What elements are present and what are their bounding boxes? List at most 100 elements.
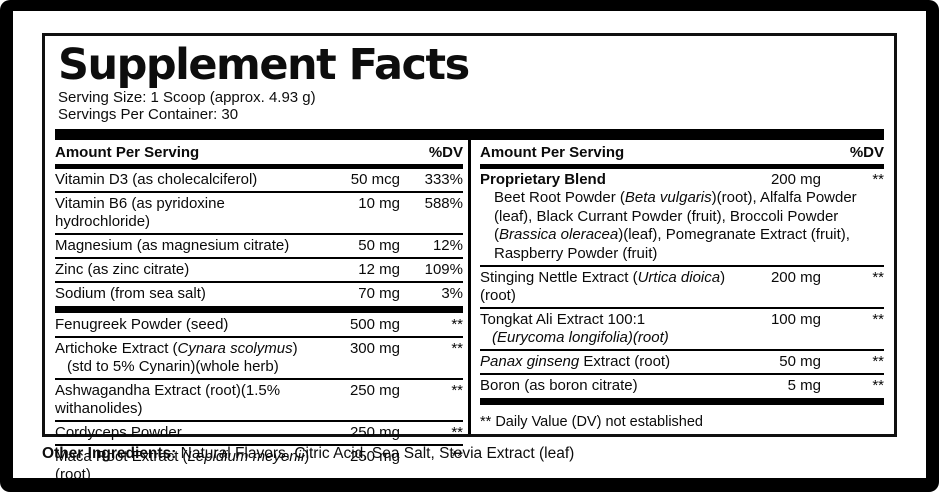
ingredient-dv: 3% (441, 285, 463, 302)
ingredient-row: Zinc (as zinc citrate) 12 mg 109% (55, 259, 463, 283)
ingredient-amount: 200 mg (770, 269, 821, 286)
ingredient-dv: ** (451, 424, 463, 441)
ingredient-amount: 50 mcg (350, 171, 400, 188)
supplement-facts-panel: Supplement Facts Serving Size: 1 Scoop (… (42, 33, 897, 483)
ingredient-amount: 100 mg (770, 311, 821, 328)
text-segment: Boron (as boron citrate) (480, 377, 638, 394)
ingredient-row: Tongkat Ali Extract 100:1 100 mg ** (Euryco… (480, 309, 884, 351)
text-segment: Cordyceps Powder (55, 424, 182, 441)
ingredient-row: Panax ginseng Extract (root) 50 mg ** (480, 351, 884, 375)
ingredient-name: Zinc (as zinc citrate) (55, 261, 328, 279)
ingredient-amount: 50 mg (779, 353, 821, 370)
blend-description: Beet Root Powder (Beta vulgaris)(root), … (480, 189, 884, 263)
ingredient-name: Artichoke Extract (Cynara scolymus) (55, 340, 328, 358)
ingredient-amount: 50 mg (358, 237, 400, 254)
text-segment: Beet Root Powder ( (494, 189, 625, 206)
ingredient-dv: 12% (432, 237, 463, 254)
ingredient-name: Stinging Nettle Extract (Urtica dioica)(… (480, 269, 749, 305)
ingredient-main-line: Stinging Nettle Extract (Urtica dioica)(… (480, 269, 884, 305)
ingredient-dv: 333% (424, 171, 463, 188)
ingredient-dv: ** (451, 448, 463, 465)
ingredient-amount: 70 mg (358, 285, 400, 302)
ingredient-dv: ** (451, 340, 463, 357)
ingredient-main-line: Sodium (from sea salt) 70 mg 3% (55, 285, 463, 303)
text-segment: Stinging Nettle Extract ( (480, 269, 638, 286)
ingredient-row: Fenugreek Powder (seed) 500 mg ** (55, 314, 463, 338)
ingredient-amount: 300 mg (349, 340, 400, 357)
facts-columns: Amount Per Serving %DV Vitamin D3 (as ch… (45, 140, 894, 483)
ingredient-dv: ** (872, 353, 884, 370)
left-column-header: Amount Per Serving %DV (55, 140, 463, 169)
ingredient-row: Sodium (from sea salt) 70 mg 3% (55, 283, 463, 305)
ingredient-main-line: Ashwagandha Extract (root)(1.5% withanol… (55, 382, 463, 418)
right-column: Amount Per Serving %DV Proprietary Blend… (480, 140, 884, 434)
text-segment: Magnesium (as magnesium citrate) (55, 237, 290, 254)
text-segment: Ashwagandha Extract (root)(1.5% withanol… (55, 382, 281, 417)
left-column: Amount Per Serving %DV Vitamin D3 (as ch… (55, 140, 463, 483)
header-divider-bar (55, 129, 884, 140)
ingredient-main-line: Vitamin D3 (as cholecalciferol) 50 mcg 333… (55, 171, 463, 189)
panel-title: Supplement Facts (58, 40, 470, 90)
ingredient-dv: ** (451, 382, 463, 399)
ingredient-main-line: Vitamin B6 (as pyridoxine hydrochloride)… (55, 195, 463, 231)
left-rows-container: Vitamin D3 (as cholecalciferol) 50 mcg 333… (55, 169, 463, 486)
ingredient-name: Sodium (from sea salt) (55, 285, 328, 303)
ingredient-name: Panax ginseng Extract (root) (480, 353, 749, 371)
text-segment: Zinc (as zinc citrate) (55, 261, 190, 278)
text-segment: Panax ginseng (480, 353, 580, 370)
ingredient-main-line: Proprietary Blend 200 mg ** (480, 171, 884, 189)
ingredient-main-line: Artichoke Extract (Cynara scolymus) 300 m… (55, 340, 463, 358)
text-segment: Cynara scolymus (177, 340, 293, 357)
text-segment: (std to 5% Cynarin)(whole herb) (67, 358, 279, 375)
ingredient-amount: 12 mg (358, 261, 400, 278)
percent-dv-header: %DV (849, 144, 884, 161)
ingredient-name: Tongkat Ali Extract 100:1 (480, 311, 749, 329)
column-divider (468, 140, 471, 434)
ingredient-row: Magnesium (as magnesium citrate) 50 mg 12% (55, 235, 463, 259)
ingredient-name: Cordyceps Powder (55, 424, 328, 442)
text-segment: Proprietary Blend (480, 171, 606, 188)
text-segment: Vitamin D3 (as cholecalciferol) (55, 171, 258, 188)
ingredient-row: Vitamin B6 (as pyridoxine hydrochloride)… (55, 193, 463, 235)
ingredient-dv: ** (451, 316, 463, 333)
ingredient-name: Fenugreek Powder (seed) (55, 316, 328, 334)
ingredient-name: Vitamin D3 (as cholecalciferol) (55, 171, 328, 189)
ingredient-row: Artichoke Extract (Cynara scolymus) 300 m… (55, 338, 463, 380)
ingredient-name-line2: (std to 5% Cynarin)(whole herb) (55, 358, 463, 376)
text-segment: (Eurycoma longifolia)(root) (492, 329, 669, 346)
ingredient-dv: ** (872, 269, 884, 286)
text-segment: )(root), Alfalfa Powder (leaf), Black Cu… (494, 189, 857, 243)
ingredient-dv: 588% (424, 195, 463, 212)
amount-per-serving-header: Amount Per Serving (480, 144, 625, 161)
section-divider-bar (480, 398, 884, 405)
ingredient-main-line: Cordyceps Powder 250 mg ** (55, 424, 463, 442)
section-divider-bar (55, 306, 463, 313)
text-segment: Urtica dioica (637, 269, 721, 286)
ingredient-name: Magnesium (as magnesium citrate) (55, 237, 328, 255)
ingredient-dv: ** (872, 171, 884, 188)
ingredient-main-line: Fenugreek Powder (seed) 500 mg ** (55, 316, 463, 334)
ingredient-row: Cordyceps Powder 250 mg ** (55, 422, 463, 446)
text-segment: Vitamin B6 (as pyridoxine hydrochloride) (55, 195, 225, 230)
ingredient-row: Proprietary Blend 200 mg ** Beet Root Powde… (480, 169, 884, 267)
text-segment: Brassica oleracea (499, 226, 619, 243)
text-segment: Sodium (from sea salt) (55, 285, 206, 302)
ingredient-row: Stinging Nettle Extract (Urtica dioica)(… (480, 267, 884, 309)
ingredient-amount: 500 mg (349, 316, 400, 333)
ingredient-amount: 200 mg (770, 171, 821, 188)
other-ingredients-label: Other Ingredients: (42, 445, 177, 462)
other-ingredients: Other Ingredients: Natural Flavors, Citr… (42, 445, 574, 463)
right-rows-container: Proprietary Blend 200 mg ** Beet Root Powde… (480, 169, 884, 405)
ingredient-amount: 10 mg (358, 195, 400, 212)
ingredient-main-line: Zinc (as zinc citrate) 12 mg 109% (55, 261, 463, 279)
ingredient-row: Ashwagandha Extract (root)(1.5% withanol… (55, 380, 463, 422)
ingredient-dv: ** (872, 311, 884, 328)
ingredient-amount: 250 mg (349, 424, 400, 441)
ingredient-name-line2: (Eurycoma longifolia)(root) (480, 329, 884, 347)
ingredient-name: Vitamin B6 (as pyridoxine hydrochloride) (55, 195, 328, 231)
ingredient-name: Ashwagandha Extract (root)(1.5% withanol… (55, 382, 328, 418)
ingredient-name: Proprietary Blend (480, 171, 749, 189)
right-column-header: Amount Per Serving %DV (480, 140, 884, 169)
ingredient-dv: ** (872, 377, 884, 394)
